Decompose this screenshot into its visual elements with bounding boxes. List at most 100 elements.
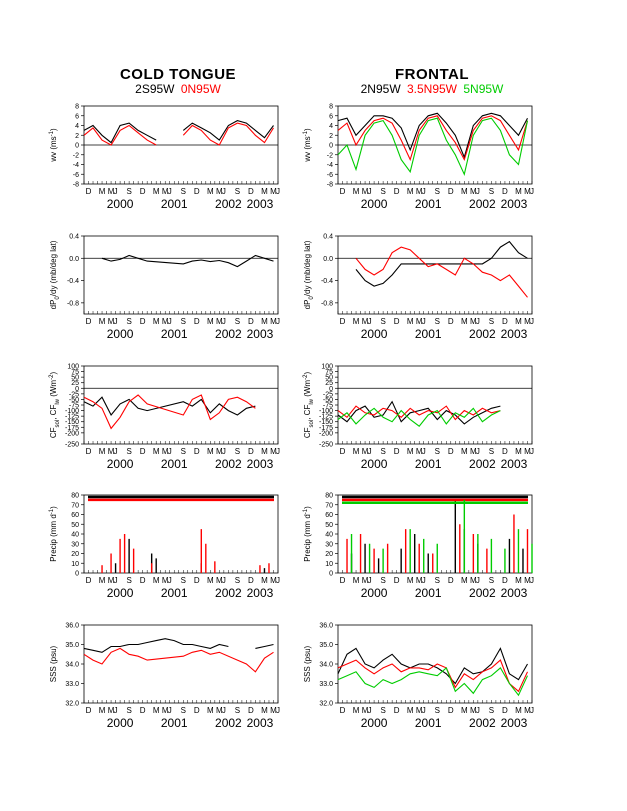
x-month-label: J: [276, 576, 280, 585]
y-tick-label: 32.0: [319, 701, 333, 708]
x-year-label: 2001: [415, 586, 442, 600]
x-month-label: S: [380, 576, 385, 585]
x-month-label: D: [86, 706, 92, 715]
x-month-label: M: [207, 317, 214, 326]
series-line-3.5N95W: [337, 115, 529, 162]
x-month-label: J: [530, 576, 534, 585]
x-month-label: J: [222, 706, 226, 715]
y-axis-label-part: dP: [303, 300, 312, 310]
y-tick-label: -4: [73, 162, 79, 169]
x-month-label: S: [380, 447, 385, 456]
y-axis-label-part: -1: [49, 508, 55, 514]
x-month-label: M: [515, 317, 522, 326]
y-tick-label: 60: [71, 512, 79, 519]
y-axis-label-part: -2: [303, 374, 309, 380]
y-tick-label: -2: [327, 152, 333, 159]
x-year-label: 2001: [161, 327, 188, 341]
x-month-label: S: [489, 187, 494, 196]
y-tick-label: -125: [65, 414, 79, 421]
x-year-label: 2002: [215, 457, 242, 471]
y-tick-label: -0.8: [67, 300, 79, 307]
x-year-label: 2003: [247, 716, 274, 730]
x-month-label: J: [168, 706, 172, 715]
y-tick-label: 33.0: [65, 681, 79, 688]
y-tick-label: 0.4: [323, 234, 333, 241]
x-month-label: M: [353, 317, 360, 326]
x-month-label: M: [461, 187, 468, 196]
x-year-label: 2002: [469, 197, 496, 211]
y-axis-label-part: /dy (mb/deg lat): [303, 240, 312, 296]
x-month-label: D: [194, 706, 200, 715]
y-tick-label: 20: [71, 551, 79, 558]
x-month-label: S: [235, 317, 240, 326]
x-month-label: D: [394, 447, 400, 456]
series-line-2S95W: [83, 638, 274, 653]
x-month-label: J: [222, 317, 226, 326]
y-tick-label: -2: [73, 152, 79, 159]
x-month-label: J: [530, 187, 534, 196]
x-month-label: J: [168, 576, 172, 585]
series-line-5N95W: [337, 407, 501, 427]
x-month-label: D: [394, 317, 400, 326]
x-month-label: S: [181, 576, 186, 585]
y-tick-label: 100: [67, 364, 79, 371]
x-month-label: J: [476, 706, 480, 715]
x-month-label: J: [368, 317, 372, 326]
y-axis-label-part: CF: [49, 427, 58, 438]
y-tick-label: 0.0: [69, 256, 79, 263]
x-year-label: 2000: [361, 586, 388, 600]
x-month-label: S: [235, 187, 240, 196]
x-month-label: S: [126, 317, 131, 326]
series-line-2S95W: [83, 120, 274, 144]
x-month-label: M: [216, 187, 223, 196]
x-month-label: D: [502, 317, 508, 326]
x-month-label: D: [394, 187, 400, 196]
x-month-label: S: [181, 317, 186, 326]
x-month-label: M: [207, 706, 214, 715]
x-year-label: 2003: [501, 586, 528, 600]
legend-2N95W: 2N95W: [361, 82, 402, 96]
y-axis-label-part: 0: [55, 296, 61, 300]
x-month-label: M: [524, 447, 531, 456]
x-month-label: J: [168, 317, 172, 326]
x-month-label: S: [489, 317, 494, 326]
y-tick-label: 80: [325, 493, 333, 500]
x-month-label: M: [353, 447, 360, 456]
x-month-label: M: [99, 447, 106, 456]
x-year-label: 2001: [161, 197, 188, 211]
x-month-label: M: [216, 706, 223, 715]
y-axis-label-part: sol: [55, 420, 61, 428]
x-month-label: M: [362, 576, 369, 585]
legend-2S95W: 2S95W: [135, 82, 175, 96]
y-tick-label: 35.0: [319, 642, 333, 649]
x-year-label: 2001: [415, 197, 442, 211]
x-month-label: J: [368, 576, 372, 585]
y-tick-label: 80: [71, 493, 79, 500]
x-month-label: M: [515, 187, 522, 196]
x-month-label: J: [168, 447, 172, 456]
x-month-label: J: [114, 447, 118, 456]
x-year-label: 2002: [469, 716, 496, 730]
panel-frontal-sss: 36.035.034.033.032.0D M M J S D M M J S D M M J S D M M J2…: [303, 623, 534, 731]
y-tick-label: -6: [327, 172, 333, 179]
y-tick-label: 75: [71, 369, 79, 376]
x-month-label: M: [407, 447, 414, 456]
x-month-label: S: [181, 706, 186, 715]
x-month-label: M: [162, 317, 169, 326]
x-month-label: D: [194, 447, 200, 456]
x-month-label: M: [407, 317, 414, 326]
x-month-label: M: [216, 576, 223, 585]
x-month-label: J: [114, 706, 118, 715]
y-tick-label: -100: [65, 408, 79, 415]
y-tick-label: -6: [73, 172, 79, 179]
x-month-label: S: [181, 447, 186, 456]
x-month-label: J: [422, 187, 426, 196]
x-month-label: D: [86, 187, 92, 196]
x-month-label: D: [448, 576, 454, 585]
x-month-label: M: [261, 706, 268, 715]
x-month-label: J: [114, 187, 118, 196]
y-axis-label-part: SSS (psu): [49, 645, 58, 682]
x-month-label: J: [476, 576, 480, 585]
x-month-label: M: [407, 576, 414, 585]
